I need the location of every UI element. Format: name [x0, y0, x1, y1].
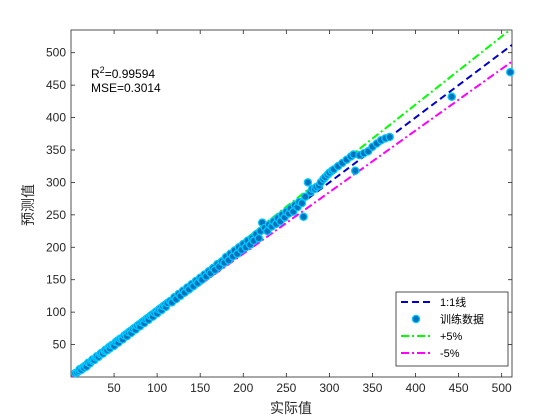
data-point: [350, 166, 360, 175]
y-tick-label: 300: [46, 175, 66, 189]
y-tick-label: 400: [46, 111, 66, 125]
x-tick-label: 200: [233, 381, 253, 395]
legend-label: 1:1线: [440, 295, 466, 309]
legend-label: +5%: [440, 331, 463, 343]
y-tick-label: 100: [46, 305, 66, 319]
annotation-group: R2=0.99594 MSE=0.3014: [91, 65, 161, 95]
x-tick-label: 400: [406, 381, 426, 395]
legend-swatch-marker: [411, 314, 421, 324]
legend-label: 训练数据: [440, 312, 484, 326]
data-point: [299, 212, 308, 222]
legend-label: -5%: [440, 348, 460, 360]
y-tick-label: 200: [46, 240, 66, 254]
y-tick-label: 250: [46, 208, 66, 222]
data-point: [301, 192, 310, 201]
y-axis-title: 预测值: [21, 184, 37, 226]
scatter-points: [71, 67, 515, 378]
axes-box: [70, 29, 513, 378]
y-tick-label: 50: [53, 338, 67, 352]
y-tick-label: 150: [46, 273, 66, 287]
data-point: [254, 233, 264, 243]
r2-superscript: 2: [100, 65, 105, 75]
data-point: [447, 92, 456, 102]
x-tick-label: 250: [276, 381, 296, 395]
y-tick-label: 450: [46, 78, 66, 92]
x-axis-title: 实际值: [270, 401, 312, 417]
x-tick-label: 100: [147, 381, 167, 395]
data-point: [385, 132, 394, 142]
series-line: [71, 30, 512, 377]
x-tick-label: 150: [190, 381, 210, 395]
x-tick-label: 350: [362, 381, 382, 395]
y-tick-label: 500: [46, 46, 66, 60]
r2-value: =0.99594: [105, 67, 156, 81]
data-point: [506, 67, 515, 77]
data-point: [297, 198, 307, 208]
mse-annotation: MSE=0.3014: [91, 81, 161, 95]
x-tick-label: 500: [492, 381, 512, 395]
x-tick-label: 450: [449, 381, 469, 395]
y-tick-label: 350: [46, 143, 66, 157]
legend-box: [395, 291, 509, 367]
x-tick-label: 300: [319, 381, 339, 395]
plot-area: 50 100 150 200 250 300 350 400 450 500 50 100 150 200…: [46, 29, 515, 395]
x-tick-label: 50: [107, 381, 121, 395]
r2-prefix: R: [91, 67, 100, 81]
series-line: [71, 60, 512, 377]
r2-annotation: R2=0.99594: [91, 65, 155, 81]
data-point: [303, 178, 313, 187]
